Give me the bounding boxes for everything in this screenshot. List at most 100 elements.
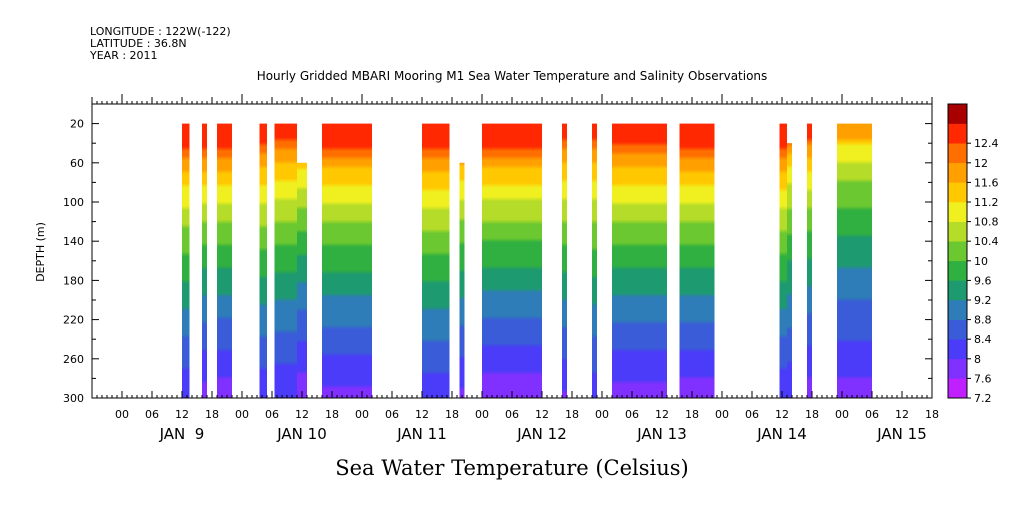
data-segment bbox=[202, 123, 207, 398]
x-day-label: JAN 13 bbox=[636, 425, 687, 443]
x-hour-tick-label: 00 bbox=[835, 408, 849, 421]
colorbar-tick-label: 9.2 bbox=[974, 294, 992, 307]
x-day-label: JAN 9 bbox=[159, 425, 205, 443]
data-segment bbox=[182, 123, 190, 398]
x-hour-tick-label: 18 bbox=[925, 408, 939, 421]
x-day-label: JAN 10 bbox=[276, 425, 327, 443]
x-hour-tick-label: 06 bbox=[745, 408, 759, 421]
colorbar-swatch bbox=[948, 300, 967, 320]
data-segment bbox=[217, 123, 232, 398]
y-tick-label: 60 bbox=[70, 157, 84, 170]
y-tick-label: 260 bbox=[63, 353, 84, 366]
colorbar-tick-label: 12.4 bbox=[974, 137, 999, 150]
y-tick-label: 180 bbox=[63, 274, 84, 287]
data-segment bbox=[562, 123, 567, 398]
colorbar-swatch bbox=[948, 319, 967, 340]
colorbar-tick-label: 12 bbox=[974, 157, 988, 170]
colorbar-tick-label: 9.6 bbox=[974, 274, 992, 287]
data-segment bbox=[679, 123, 715, 398]
data-segment bbox=[787, 143, 792, 398]
data-segment bbox=[297, 162, 307, 398]
data-segment bbox=[482, 123, 542, 398]
data-segment bbox=[779, 123, 787, 398]
data-segment bbox=[592, 123, 597, 398]
x-hour-tick-label: 18 bbox=[685, 408, 699, 421]
colorbar-swatch bbox=[948, 143, 967, 164]
y-tick-label: 220 bbox=[63, 314, 84, 327]
colorbar-swatch bbox=[948, 358, 967, 379]
x-hour-tick-label: 18 bbox=[325, 408, 339, 421]
data-segment bbox=[422, 123, 450, 398]
colorbar-swatch bbox=[948, 241, 967, 262]
x-day-label: JAN 11 bbox=[396, 425, 447, 443]
x-hour-tick-label: 00 bbox=[235, 408, 249, 421]
chart-title: Hourly Gridded MBARI Mooring M1 Sea Wate… bbox=[257, 69, 768, 83]
x-hour-tick-label: 06 bbox=[385, 408, 399, 421]
colorbar-swatch bbox=[948, 104, 967, 124]
colorbar-tick-label: 7.2 bbox=[974, 392, 992, 405]
longitude-label: LONGITUDE : 122W(-122) bbox=[90, 25, 231, 38]
colorbar-tick-label: 7.6 bbox=[974, 372, 992, 385]
y-tick-label: 20 bbox=[70, 118, 84, 131]
x-hour-tick-label: 00 bbox=[475, 408, 489, 421]
x-hour-tick-label: 06 bbox=[145, 408, 159, 421]
colorbar-swatch bbox=[948, 378, 967, 399]
x-hour-tick-label: 06 bbox=[265, 408, 279, 421]
colorbar-swatch bbox=[948, 260, 967, 281]
colorbar-tick-label: 11.6 bbox=[974, 176, 999, 189]
x-hour-tick-label: 12 bbox=[895, 408, 909, 421]
x-hour-tick-label: 12 bbox=[175, 408, 189, 421]
x-hour-tick-label: 12 bbox=[655, 408, 669, 421]
x-day-label: JAN 12 bbox=[516, 425, 567, 443]
colorbar-swatch bbox=[948, 280, 967, 301]
colorbar-swatch bbox=[948, 221, 967, 242]
colorbar: 7.2 7.6 8 8.4 8.8 9.2 9.6 10 10.4 10.8 11.2 11.6 12 1… bbox=[947, 103, 999, 405]
y-tick-label: 300 bbox=[63, 392, 84, 405]
colorbar-tick-label: 8 bbox=[974, 353, 981, 366]
x-hour-tick-label: 18 bbox=[805, 408, 819, 421]
x-hour-tick-label: 00 bbox=[115, 408, 129, 421]
data-segment bbox=[837, 123, 872, 398]
data-segment bbox=[459, 162, 465, 398]
data-segment bbox=[322, 123, 372, 398]
colorbar-tick-label: 10 bbox=[974, 255, 988, 268]
x-hour-tick-label: 18 bbox=[565, 408, 579, 421]
colorbar-tick-label: 8.8 bbox=[974, 314, 992, 327]
heatmap-area bbox=[182, 123, 872, 398]
colorbar-swatch bbox=[948, 339, 967, 360]
x-hour-tick-label: 12 bbox=[775, 408, 789, 421]
x-hour-tick-label: 06 bbox=[505, 408, 519, 421]
axes: 00 06 12 18 00 06 12 18 00 06 12 18 00 06 12 18 00 06 12 18… bbox=[63, 94, 939, 443]
y-tick-label: 100 bbox=[63, 196, 84, 209]
data-segment bbox=[807, 123, 812, 398]
x-hour-tick-label: 18 bbox=[445, 408, 459, 421]
x-axis-title: Sea Water Temperature (Celsius) bbox=[335, 456, 689, 480]
x-hour-tick-label: 18 bbox=[205, 408, 219, 421]
y-axis-title: DEPTH (m) bbox=[34, 222, 47, 282]
x-day-label: JAN 14 bbox=[756, 425, 807, 443]
data-segment bbox=[612, 123, 667, 398]
latitude-label: LATITUDE : 36.8N bbox=[90, 37, 187, 50]
data-segment bbox=[274, 123, 297, 398]
x-hour-tick-label: 00 bbox=[355, 408, 369, 421]
x-hour-tick-label: 00 bbox=[715, 408, 729, 421]
x-hour-tick-label: 06 bbox=[865, 408, 879, 421]
x-hour-tick-label: 12 bbox=[295, 408, 309, 421]
colorbar-tick-label: 11.2 bbox=[974, 196, 999, 209]
x-hour-tick-label: 12 bbox=[535, 408, 549, 421]
x-day-label: JAN 15 bbox=[876, 425, 927, 443]
colorbar-swatch bbox=[948, 162, 967, 183]
x-hour-tick-label: 06 bbox=[625, 408, 639, 421]
colorbar-tick-label: 8.4 bbox=[974, 333, 992, 346]
colorbar-tick-label: 10.8 bbox=[974, 216, 999, 229]
x-hour-tick-label: 12 bbox=[415, 408, 429, 421]
colorbar-swatch bbox=[948, 182, 967, 203]
colorbar-tick-label: 10.4 bbox=[974, 235, 999, 248]
colorbar-swatch bbox=[948, 123, 967, 144]
colorbar-swatch bbox=[948, 202, 967, 222]
data-segment bbox=[259, 123, 267, 398]
year-label: YEAR : 2011 bbox=[89, 49, 158, 62]
y-tick-label: 140 bbox=[63, 235, 84, 248]
